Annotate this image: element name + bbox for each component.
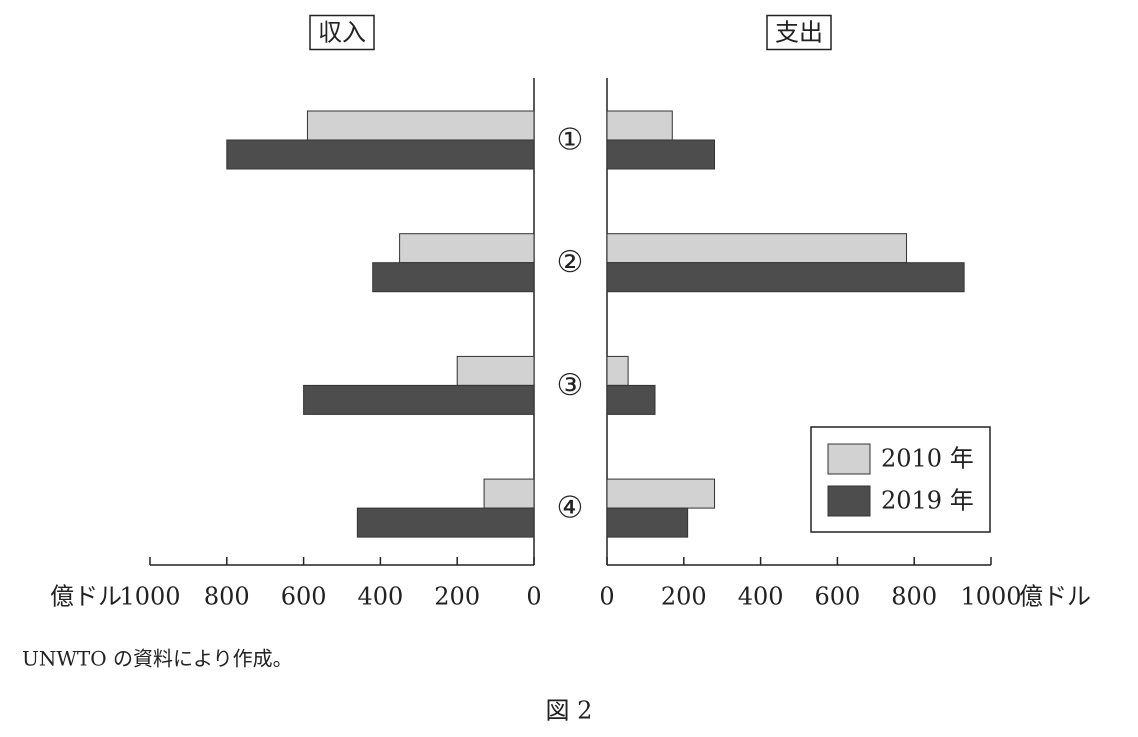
category-label: ① bbox=[557, 123, 584, 158]
x-tick-label: 600 bbox=[814, 583, 860, 611]
x-tick-label: 800 bbox=[891, 583, 937, 611]
chart-title: 収入 bbox=[318, 19, 366, 47]
x-tick-label: 400 bbox=[738, 583, 784, 611]
legend-swatch bbox=[827, 443, 871, 475]
x-tick-label: 1000 bbox=[119, 583, 180, 611]
bar bbox=[606, 262, 965, 293]
x-axis-label: 億ドル bbox=[50, 583, 122, 611]
x-tick-label: 0 bbox=[599, 583, 614, 611]
legend-label: 2019 年 bbox=[881, 487, 974, 515]
x-tick-label: 800 bbox=[204, 583, 250, 611]
category-label: ② bbox=[557, 245, 584, 280]
bar bbox=[606, 355, 629, 386]
title-box bbox=[309, 14, 375, 51]
bar bbox=[606, 233, 908, 264]
bar bbox=[303, 384, 535, 415]
bar bbox=[606, 110, 673, 141]
bar bbox=[356, 507, 535, 538]
category-label: ④ bbox=[557, 491, 584, 526]
bar bbox=[306, 110, 535, 141]
bar bbox=[606, 507, 689, 538]
bar bbox=[483, 478, 535, 509]
x-axis-label: 億ドル bbox=[1019, 583, 1091, 611]
bar bbox=[606, 139, 716, 170]
bar bbox=[399, 233, 535, 264]
figure-caption: 図 2 bbox=[546, 697, 593, 725]
source-note: UNWTO の資料により作成。 bbox=[22, 647, 293, 671]
x-tick-label: 600 bbox=[281, 583, 327, 611]
legend-swatch bbox=[827, 485, 871, 517]
bar bbox=[606, 478, 716, 509]
x-tick-label: 1000 bbox=[960, 583, 1021, 611]
bar bbox=[372, 262, 535, 293]
bar bbox=[606, 384, 656, 415]
bar bbox=[226, 139, 535, 170]
x-tick-label: 200 bbox=[661, 583, 707, 611]
x-tick-label: 200 bbox=[434, 583, 480, 611]
chart-title: 支出 bbox=[775, 19, 823, 47]
title-box bbox=[766, 14, 832, 51]
category-label: ③ bbox=[557, 368, 584, 403]
x-tick-label: 0 bbox=[526, 583, 541, 611]
x-tick-label: 400 bbox=[357, 583, 403, 611]
bar bbox=[456, 355, 535, 386]
legend-label: 2010 年 bbox=[881, 445, 974, 473]
